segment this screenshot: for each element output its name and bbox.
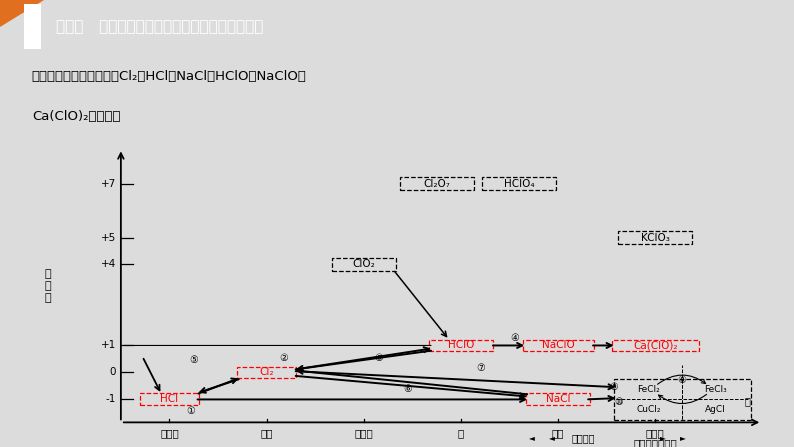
Text: Cl₂: Cl₂ — [260, 367, 274, 377]
Text: FeCl₃: FeCl₃ — [704, 385, 727, 394]
Text: 在氯的价类二维图中填充Cl₂、HCl、NaCl、HClO、NaClO、: 在氯的价类二维图中填充Cl₂、HCl、NaCl、HClO、NaClO、 — [32, 70, 306, 83]
Text: +7: +7 — [101, 178, 116, 189]
Polygon shape — [0, 0, 44, 27]
Text: 0: 0 — [110, 367, 116, 377]
Text: +1: +1 — [101, 341, 116, 350]
Text: 单质: 单质 — [260, 428, 273, 438]
Text: ⑧: ⑧ — [677, 375, 686, 385]
Text: ③: ③ — [374, 353, 383, 363]
Text: Ca(ClO)₂等物质。: Ca(ClO)₂等物质。 — [32, 110, 120, 123]
Text: ①: ① — [187, 406, 195, 416]
Text: Ca(ClO)₂: Ca(ClO)₂ — [633, 341, 677, 350]
Text: ②: ② — [279, 353, 288, 363]
Text: HCl: HCl — [160, 394, 179, 405]
Text: 内容索引: 内容索引 — [572, 433, 596, 443]
Text: ClO₂: ClO₂ — [353, 260, 376, 270]
Text: 其他盐: 其他盐 — [646, 428, 665, 438]
Text: NaClO: NaClO — [542, 341, 575, 350]
Text: HClO₄: HClO₄ — [504, 178, 534, 189]
Text: 氢化物: 氢化物 — [160, 428, 179, 438]
Text: ⑥: ⑥ — [403, 384, 412, 394]
Text: 氧化物: 氧化物 — [354, 428, 373, 438]
Text: +5: +5 — [101, 232, 116, 243]
Text: ⑤: ⑤ — [190, 355, 198, 365]
Text: ④: ④ — [510, 333, 518, 343]
Text: -1: -1 — [106, 394, 116, 405]
Text: CuCl₂: CuCl₂ — [636, 405, 661, 414]
Text: 钓盐: 钓盐 — [552, 428, 565, 438]
Text: AgCl: AgCl — [705, 405, 726, 414]
Text: 化
合
价: 化 合 价 — [44, 270, 52, 303]
Text: +4: +4 — [101, 260, 116, 270]
Text: Cl₂O₇: Cl₂O₇ — [423, 178, 450, 189]
Text: KClO₃: KClO₃ — [641, 232, 670, 243]
Text: 活动一   从价类二维图中体会氯及其化合物的转化: 活动一 从价类二维图中体会氯及其化合物的转化 — [56, 19, 263, 34]
Text: ►: ► — [660, 434, 666, 443]
Text: ⑦: ⑦ — [476, 363, 485, 373]
Text: ⑩: ⑩ — [614, 396, 622, 407]
Text: ◄: ◄ — [529, 434, 535, 443]
Text: ⑪: ⑪ — [745, 396, 750, 406]
Text: HClO: HClO — [448, 341, 474, 350]
Text: FeCl₂: FeCl₂ — [637, 385, 660, 394]
Text: 含氯物质的类别: 含氯物质的类别 — [634, 439, 677, 447]
Text: NaCl: NaCl — [546, 394, 570, 405]
Text: ⑨: ⑨ — [609, 382, 618, 392]
Text: 酸: 酸 — [458, 428, 464, 438]
Text: ◄: ◄ — [549, 434, 555, 443]
FancyBboxPatch shape — [24, 4, 41, 49]
Text: ►: ► — [680, 434, 686, 443]
